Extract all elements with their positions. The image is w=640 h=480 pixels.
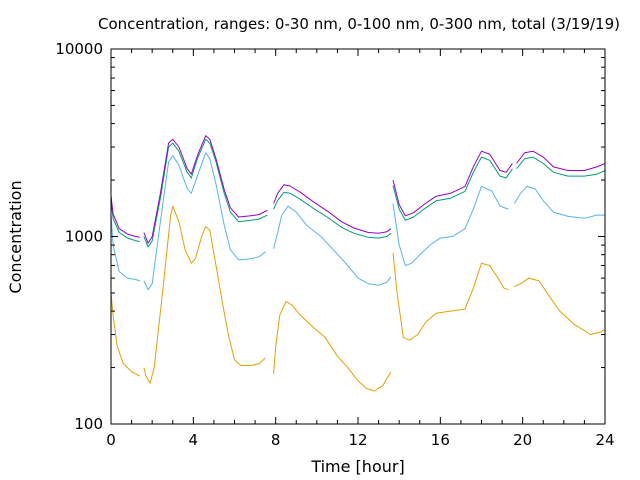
series-2-line-segment-1 xyxy=(110,215,140,282)
series-2-line-segment-3 xyxy=(273,205,392,286)
series-3-line-segment-4 xyxy=(392,156,513,221)
x-tick-label: 4 xyxy=(189,431,199,449)
y-tick-label: 100 xyxy=(74,415,103,433)
x-tick-label: 12 xyxy=(348,431,367,449)
x-tick-label: 16 xyxy=(431,431,450,449)
plot-frame xyxy=(110,48,606,425)
series-3-line-segment-1 xyxy=(110,200,140,242)
x-tick-label: 24 xyxy=(595,431,614,449)
series-4-line-segment-1 xyxy=(110,195,140,238)
y-axis-title: Concentration xyxy=(6,180,25,293)
x-tick-label: 8 xyxy=(271,431,281,449)
series-4-line-segment-4 xyxy=(392,150,513,217)
series-1-line-segment-1 xyxy=(110,292,141,377)
chart-title: Concentration, ranges: 0-30 nm, 0-100 nm… xyxy=(98,15,620,33)
series-1-line-segment-3 xyxy=(273,301,392,392)
series-1-line-segment-2 xyxy=(143,205,266,384)
x-axis-title: Time [hour] xyxy=(310,457,404,476)
series-3-line-segment-2 xyxy=(143,138,268,248)
tick-layer: 0 4 8 12 16 20 24 100 1000 10000 xyxy=(55,40,614,449)
series-1-line-segment-4 xyxy=(392,252,509,341)
series-1-line-segment-5 xyxy=(514,277,606,335)
series-4-line-segment-3 xyxy=(273,184,392,234)
y-tick-label: 1000 xyxy=(65,228,103,246)
x-tick-label: 20 xyxy=(513,431,532,449)
series-2-line-segment-5 xyxy=(513,185,605,219)
series-3-line-segment-3 xyxy=(273,191,392,239)
series-3-line-segment-5 xyxy=(516,156,606,177)
series-2-line-segment-4 xyxy=(392,185,509,266)
series-2-line-segment-2 xyxy=(143,152,266,291)
series-4-line-segment-2 xyxy=(143,135,268,244)
y-tick-label: 10000 xyxy=(55,40,103,58)
x-tick-label: 0 xyxy=(106,431,116,449)
series-layer xyxy=(110,135,606,392)
series-4-line-segment-5 xyxy=(516,150,606,171)
